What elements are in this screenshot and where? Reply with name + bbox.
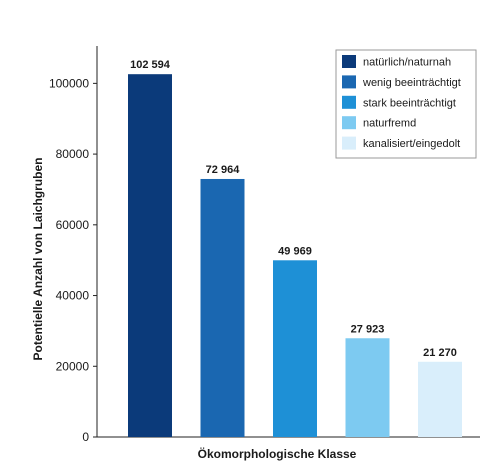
legend: natürlich/naturnah wenig beeinträchtigt st…: [335, 49, 477, 159]
y-tick-label: 20000: [56, 359, 90, 373]
legend-swatch: [342, 75, 356, 89]
x-axis-title: Ökomorphologische Klasse: [198, 446, 357, 461]
data-label: 27 923: [351, 323, 385, 335]
legend-label: wenig beeinträchtigt: [362, 77, 461, 89]
data-label: 49 969: [278, 245, 312, 257]
y-tick-label: 80000: [56, 147, 90, 161]
legend-swatch: [342, 95, 356, 109]
bar: [273, 260, 317, 437]
bar: [200, 178, 245, 437]
bars: [128, 74, 462, 437]
y-tick-label: 100000: [49, 76, 89, 90]
legend-label: natürlich/naturnah: [363, 57, 451, 69]
y-tick-label: 0: [82, 430, 89, 444]
data-label: 102 594: [130, 59, 171, 71]
legend-label: stark beeinträchtigt: [363, 97, 456, 109]
y-axis-title: Potentielle Anzahl von Laichgruben: [31, 158, 45, 361]
bar: [345, 338, 390, 437]
data-label: 72 964: [206, 164, 241, 176]
data-labels: 102 594 72 964 49 969 27 923 21 270: [130, 59, 457, 359]
bar: [128, 74, 172, 437]
legend-swatch: [342, 116, 356, 130]
data-label: 21 270: [423, 347, 457, 359]
legend-swatch: [342, 55, 356, 68]
legend-label: naturfremd: [363, 118, 416, 130]
y-tick-label: 60000: [56, 218, 90, 232]
legend-box: [335, 49, 477, 159]
axes: 0 20000 40000 60000 80000 100000: [49, 46, 480, 444]
y-tick-label: 40000: [56, 289, 90, 303]
legend-swatch: [342, 136, 356, 150]
legend-label: kanalisiert/eingedolt: [363, 138, 460, 150]
bar: [418, 361, 462, 437]
